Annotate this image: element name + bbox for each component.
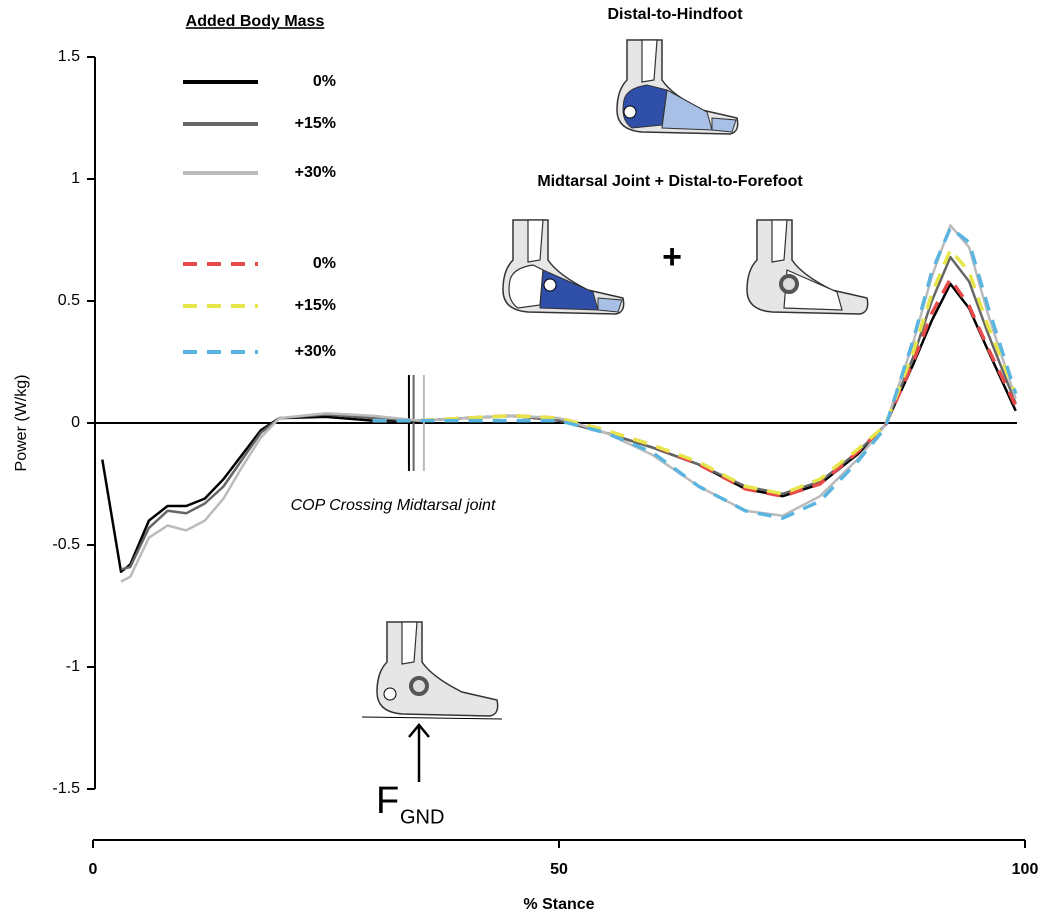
y-tick-label: 1.5 <box>58 48 80 65</box>
legend-title: Added Body Mass <box>186 13 325 30</box>
x-tick-label: 100 <box>1012 861 1039 878</box>
chart: Added Body Mass Distal-to-Hindfoot Midta… <box>0 0 1048 916</box>
series-line <box>373 228 1016 518</box>
y-tick-label: -1 <box>66 658 80 675</box>
x-axis-label: % Stance <box>523 896 594 913</box>
y-axis-label: Power (W/kg) <box>13 375 30 472</box>
annotation: + <box>662 238 682 276</box>
legend-label: 0% <box>313 73 336 90</box>
legend-label: +15% <box>295 297 336 314</box>
annotation: F <box>376 780 399 822</box>
series-line <box>102 284 1015 572</box>
x-tick-label: 0 <box>89 861 98 878</box>
y-tick-label: -1.5 <box>52 780 80 797</box>
x-tick-label: 50 <box>550 861 568 878</box>
legend-label: +30% <box>295 164 336 181</box>
annotation: Midtarsal Joint + Distal-to-Forefoot <box>537 173 803 190</box>
y-tick-label: -0.5 <box>52 536 80 553</box>
legend-label: +30% <box>295 343 336 360</box>
y-tick-label: 0 <box>71 414 80 431</box>
y-tick-label: 0.5 <box>58 292 80 309</box>
foot-midtarsal <box>747 220 868 314</box>
foot-ground <box>362 622 502 782</box>
y-tick-label: 1 <box>71 170 80 187</box>
annotation: GND <box>400 806 444 828</box>
annotation: Distal-to-Hindfoot <box>607 6 743 23</box>
legend-label: +15% <box>295 115 336 132</box>
legend-label: 0% <box>313 255 336 272</box>
foot-hindfoot <box>617 40 738 134</box>
annotation: COP Crossing Midtarsal joint <box>291 497 496 514</box>
series-line <box>373 250 1016 494</box>
foot-forefoot <box>503 220 624 314</box>
